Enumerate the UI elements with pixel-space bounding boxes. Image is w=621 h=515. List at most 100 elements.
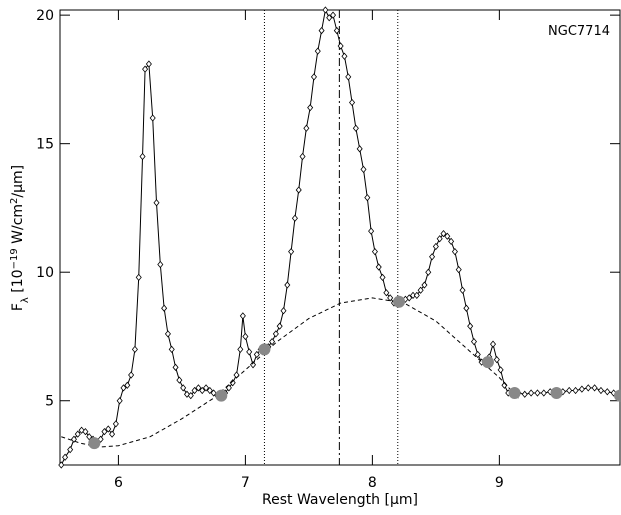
data-point (341, 52, 348, 60)
data-point (58, 461, 65, 469)
data-point (280, 307, 287, 315)
data-point (467, 322, 474, 330)
data-point (210, 389, 217, 397)
data-point (120, 384, 127, 392)
data-point (604, 388, 611, 396)
data-point (269, 337, 276, 346)
data-point (383, 289, 390, 297)
data-point (425, 268, 432, 276)
data-point (176, 376, 183, 384)
x-tick-label: 7 (241, 475, 250, 491)
data-point (187, 391, 194, 400)
data-point (572, 386, 579, 395)
data-point (310, 73, 317, 81)
data-point (307, 104, 314, 112)
anchor-point (88, 437, 101, 450)
data-point (406, 294, 413, 302)
data-point (493, 355, 500, 364)
data-point (199, 386, 206, 395)
y-label-part: [10 (10, 269, 26, 297)
annotation: NGC7714 (548, 24, 610, 39)
data-point (276, 322, 283, 330)
data-point (303, 124, 310, 132)
data-point (180, 384, 187, 392)
data-point (591, 384, 598, 392)
data-point (62, 453, 69, 461)
data-point (521, 390, 528, 398)
data-point (318, 26, 325, 35)
y-label-part: 2 (9, 198, 20, 204)
y-label-part: F (10, 303, 26, 311)
data-point (451, 248, 458, 256)
data-point (225, 384, 232, 392)
data-point (440, 230, 447, 238)
data-point (161, 304, 168, 312)
data-point (172, 363, 179, 371)
data-point (371, 248, 378, 256)
data-point (470, 337, 477, 346)
anchor-point (508, 387, 521, 400)
anchor-point (481, 356, 494, 369)
data-point (349, 98, 356, 107)
data-point (82, 427, 89, 436)
data-point (299, 152, 306, 161)
data-point (109, 430, 116, 438)
data-point (364, 194, 371, 202)
data-point (375, 263, 382, 271)
data-point (288, 248, 295, 256)
data-point (237, 345, 244, 353)
spectrum-line (60, 8, 620, 466)
data-point (345, 73, 352, 81)
data-point (242, 332, 249, 341)
data-point (474, 350, 481, 359)
data-point (272, 330, 279, 338)
data-point (97, 435, 104, 443)
data-point (249, 361, 257, 369)
data-point (195, 384, 202, 392)
data-point (149, 114, 156, 122)
data-point (128, 371, 135, 379)
data-point (585, 384, 592, 392)
data-point (387, 294, 394, 302)
data-point (333, 26, 340, 35)
data-point (326, 14, 333, 22)
anchor-point (393, 295, 406, 308)
anchor-point (258, 343, 271, 356)
data-point (455, 266, 462, 274)
y-tick-label: 15 (36, 137, 54, 153)
data-point (436, 235, 443, 243)
data-point (145, 60, 152, 68)
data-point (135, 273, 142, 281)
data-point (233, 371, 240, 379)
data-point (124, 381, 131, 389)
y-tick-label: 10 (36, 265, 54, 281)
data-point (329, 11, 337, 19)
y-axis-label: Fλ [10−19 W/cm2/μm] (9, 165, 31, 311)
data-point (337, 42, 344, 50)
y-label-part: /μm] (10, 165, 26, 198)
data-point (368, 227, 375, 235)
data-point (534, 389, 541, 397)
data-point (206, 386, 213, 395)
data-point (421, 281, 428, 289)
y-label-part: λ (20, 297, 31, 303)
data-point (74, 430, 81, 438)
data-point (444, 232, 451, 240)
data-point (253, 350, 260, 359)
data-point (67, 445, 74, 454)
data-point (78, 426, 85, 434)
data-point (295, 186, 302, 194)
data-point (360, 165, 367, 174)
data-point (432, 242, 439, 251)
data-point (142, 65, 149, 73)
data-point (417, 286, 424, 294)
data-point (528, 389, 535, 397)
data-point (70, 435, 77, 443)
data-point (597, 386, 604, 395)
data-point (352, 124, 359, 132)
data-point (191, 386, 198, 395)
anchor-point (550, 387, 563, 400)
data-point (463, 304, 470, 312)
data-point (540, 389, 547, 397)
